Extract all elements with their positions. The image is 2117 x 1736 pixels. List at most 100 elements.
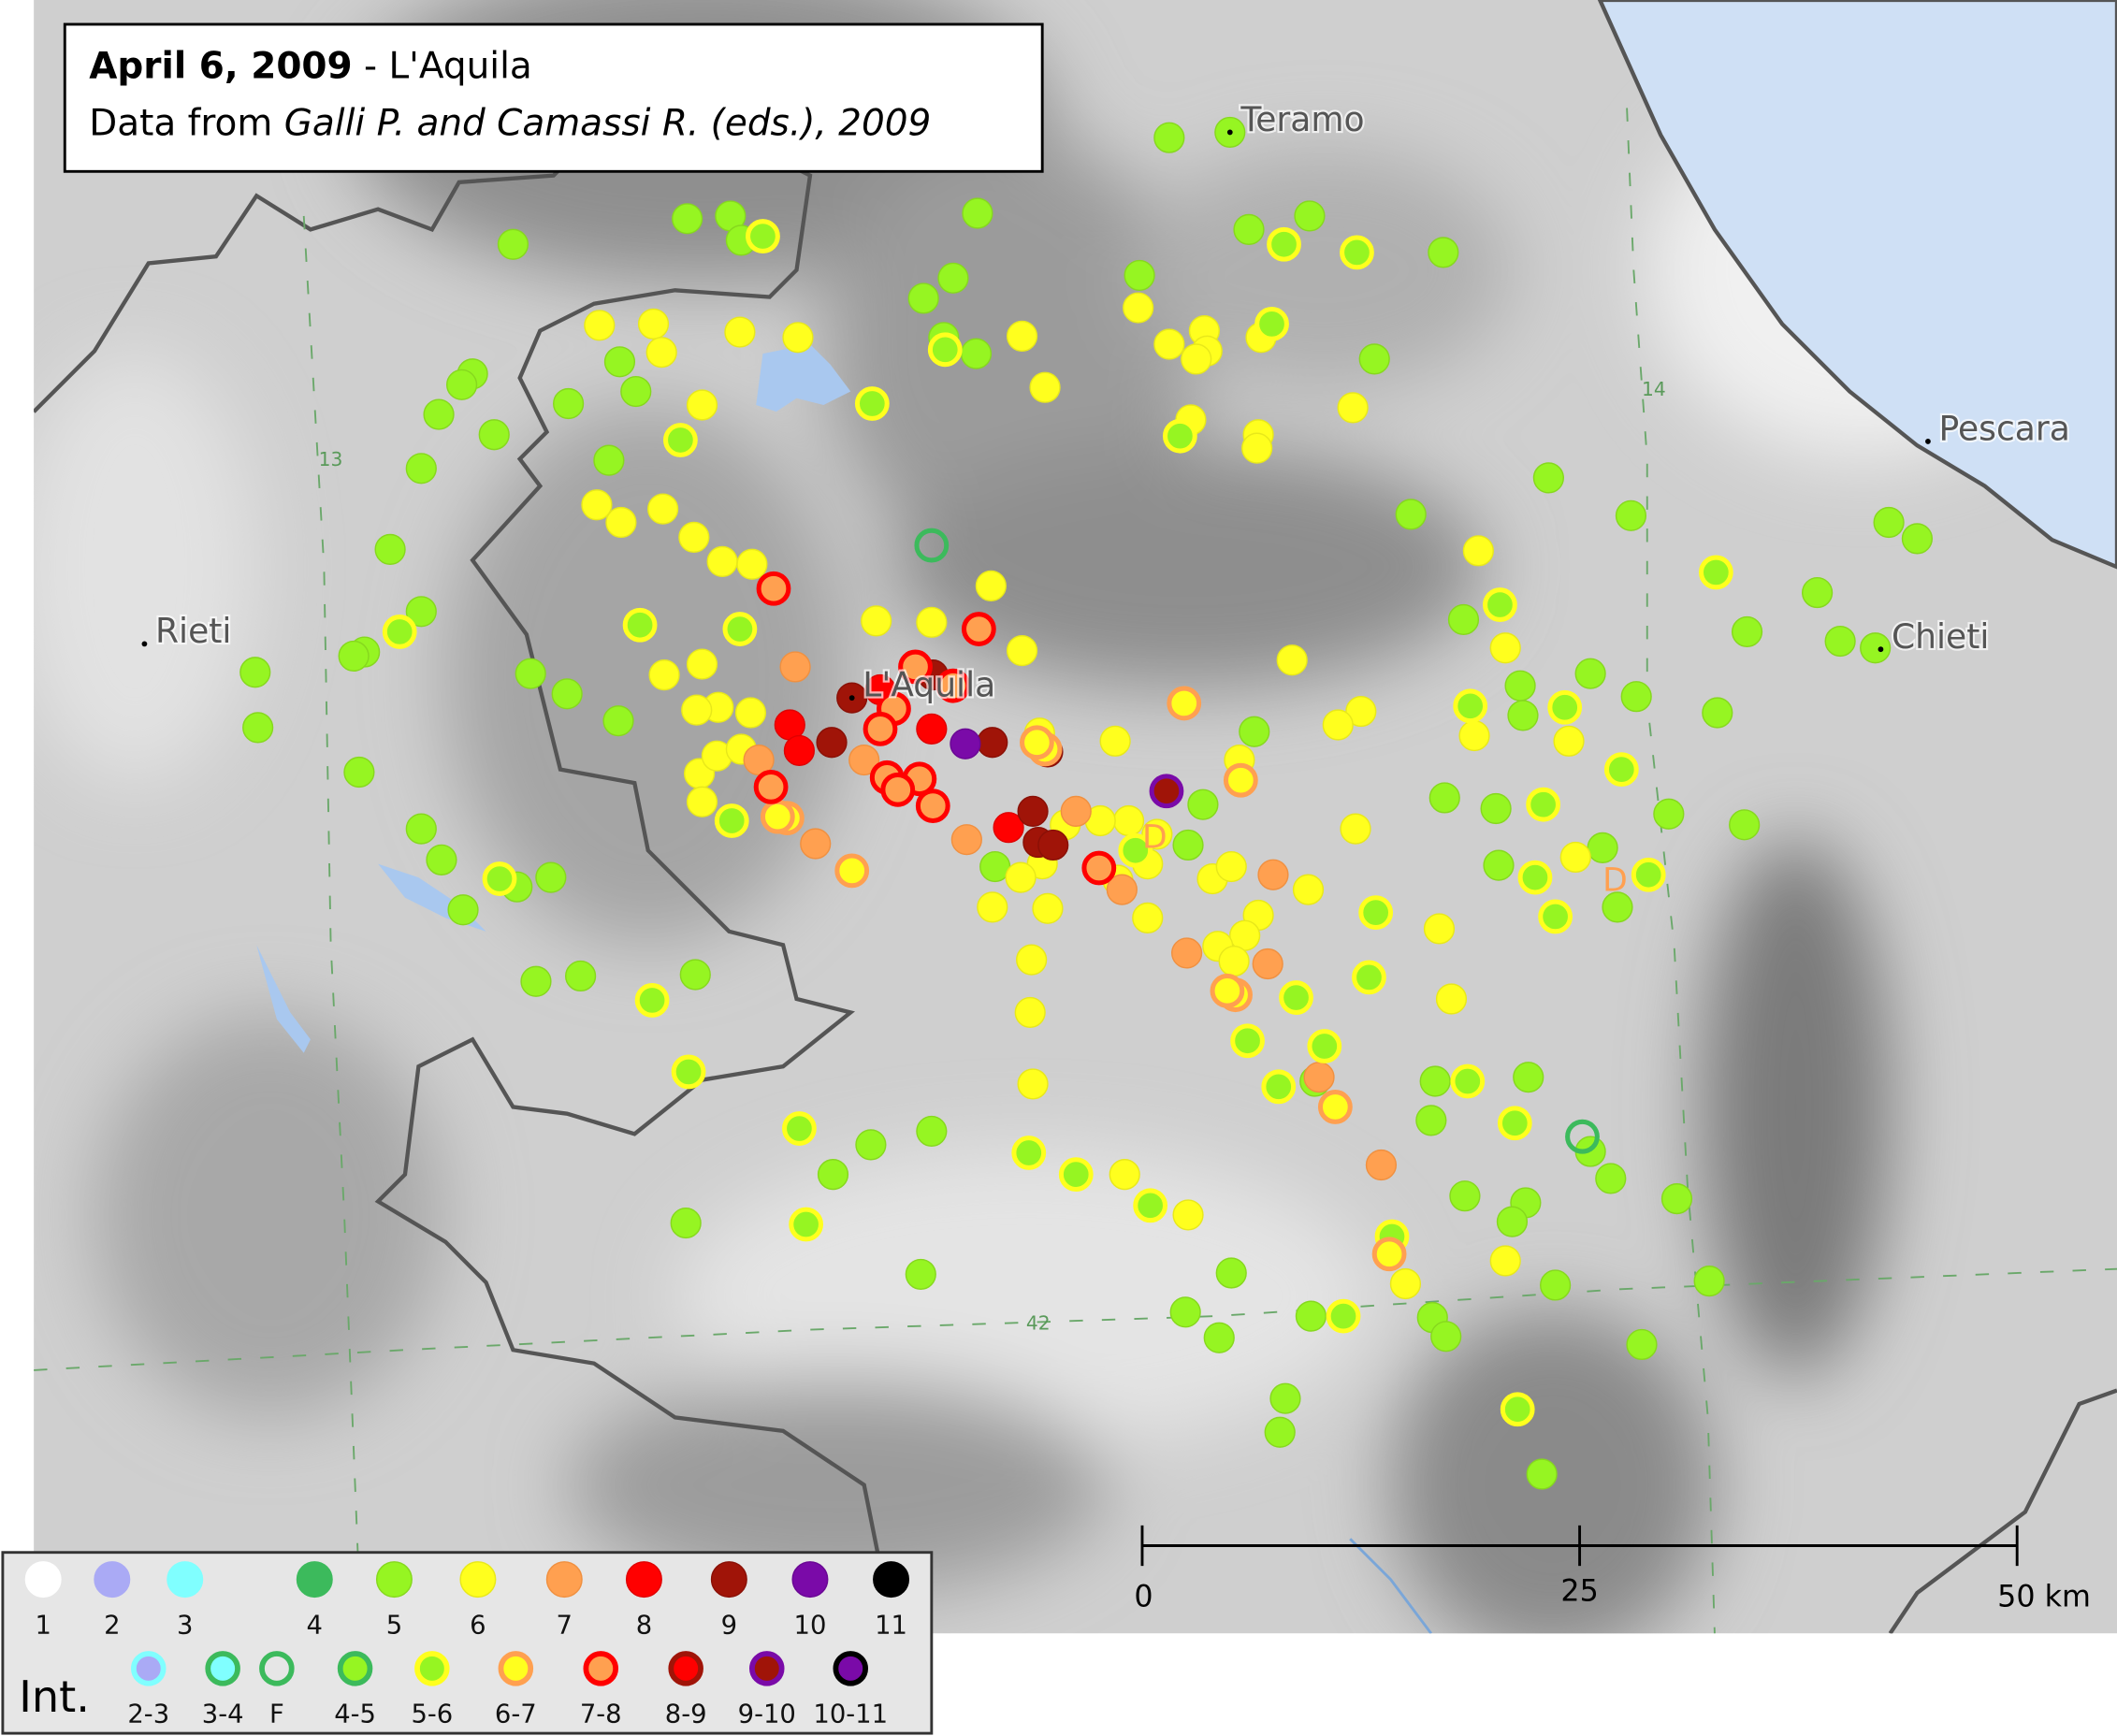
intensity-point bbox=[405, 453, 437, 485]
intensity-point bbox=[1620, 681, 1652, 713]
intensity-point bbox=[405, 813, 437, 845]
intensity-point bbox=[800, 828, 832, 860]
intensity-point bbox=[1428, 237, 1459, 268]
intensity-point bbox=[515, 658, 546, 689]
intensity-point bbox=[950, 728, 981, 760]
intensity-point bbox=[564, 960, 597, 992]
intensity-point bbox=[1167, 686, 1202, 721]
intensity-point bbox=[1203, 1322, 1235, 1353]
intensity-point bbox=[855, 1129, 887, 1161]
intensity-point bbox=[1540, 1269, 1572, 1301]
intensity-point bbox=[1483, 849, 1515, 881]
intensity-point bbox=[686, 389, 718, 421]
city-dot bbox=[1925, 439, 1931, 444]
intensity-point bbox=[1553, 725, 1585, 757]
legend-swatch bbox=[833, 1651, 869, 1686]
intensity-point bbox=[1257, 859, 1289, 890]
intensity-point bbox=[1340, 235, 1374, 270]
intensity-point bbox=[714, 803, 749, 838]
intensity-point bbox=[603, 346, 636, 378]
intensity-point bbox=[1901, 523, 1933, 555]
intensity-point bbox=[760, 799, 795, 834]
intensity-point bbox=[593, 444, 625, 476]
intensity-point bbox=[1215, 1257, 1247, 1289]
legend-label: 11 bbox=[875, 1611, 907, 1640]
legend-label: 8-9 bbox=[665, 1700, 707, 1729]
intensity-point bbox=[789, 1207, 824, 1242]
title: April 6, 2009 - L'Aquila bbox=[89, 46, 532, 88]
intensity-point bbox=[1731, 615, 1763, 648]
intensity-point bbox=[1294, 200, 1326, 232]
title-date: April 6, 2009 bbox=[89, 46, 352, 88]
intensity-point bbox=[834, 853, 870, 889]
intensity-point bbox=[1631, 857, 1666, 892]
intensity-point bbox=[1132, 902, 1164, 933]
legend-swatch bbox=[94, 1561, 131, 1599]
legend-label: F bbox=[269, 1700, 284, 1729]
legend-label: 3 bbox=[177, 1611, 193, 1640]
legend-swatch bbox=[167, 1561, 204, 1599]
intensity-point bbox=[478, 419, 510, 451]
legend-swatch bbox=[498, 1651, 534, 1686]
intensity-point bbox=[1153, 122, 1185, 153]
intensity-point bbox=[1547, 689, 1583, 725]
intensity-point bbox=[1109, 1159, 1140, 1191]
legend-label: 9-10 bbox=[738, 1700, 796, 1729]
intensity-point bbox=[779, 651, 811, 683]
intensity-point bbox=[1307, 1029, 1342, 1063]
intensity-point bbox=[1005, 861, 1037, 893]
intensity-point bbox=[905, 1258, 936, 1291]
intensity-point bbox=[1626, 1328, 1658, 1361]
legend-swatch bbox=[625, 1561, 662, 1599]
source: Data from Galli P. and Camassi R. (eds.)… bbox=[89, 102, 931, 144]
intensity-point bbox=[1513, 1062, 1544, 1093]
intensity-point bbox=[1014, 996, 1046, 1029]
intensity-point bbox=[1653, 798, 1685, 830]
intensity-point bbox=[551, 678, 583, 710]
legend-label: 4-5 bbox=[334, 1700, 376, 1729]
intensity-point bbox=[1873, 506, 1905, 539]
legend-swatch bbox=[375, 1561, 413, 1599]
intensity-point bbox=[1118, 832, 1153, 868]
city-label: Chieti bbox=[1892, 617, 1989, 657]
intensity-point bbox=[724, 316, 756, 348]
intensity-point bbox=[1532, 462, 1564, 494]
grid-label: 14 bbox=[1642, 378, 1666, 400]
intensity-point bbox=[1428, 782, 1460, 814]
intensity-point bbox=[756, 571, 791, 606]
intensity-point bbox=[1017, 795, 1049, 827]
intensity-point bbox=[736, 548, 768, 580]
intensity-point bbox=[1340, 813, 1371, 845]
title-box bbox=[63, 22, 1044, 173]
intensity-point bbox=[1006, 635, 1038, 667]
intensity-point bbox=[1559, 841, 1591, 874]
intensity-point bbox=[1430, 1321, 1462, 1353]
intensity-point bbox=[1032, 892, 1064, 924]
intensity-point bbox=[1395, 499, 1427, 530]
source-ref: Galli P. and Camassi R. (eds.), 2009 bbox=[284, 102, 932, 144]
intensity-point bbox=[678, 521, 710, 554]
legend-label: 2 bbox=[104, 1611, 120, 1640]
intensity-point bbox=[482, 861, 517, 896]
intensity-point bbox=[343, 756, 375, 788]
legend-swatch bbox=[414, 1651, 450, 1686]
intensity-point bbox=[1037, 829, 1069, 861]
intensity-point bbox=[722, 612, 758, 646]
legend-label: 4 bbox=[307, 1611, 323, 1640]
city-dot bbox=[1226, 129, 1233, 136]
intensity-point bbox=[1241, 432, 1273, 464]
intensity-point bbox=[1483, 587, 1517, 622]
intensity-point bbox=[1337, 392, 1369, 424]
intensity-point bbox=[916, 713, 948, 745]
intensity-point bbox=[1017, 1068, 1049, 1100]
intensity-point bbox=[1358, 343, 1390, 375]
legend-label: 9 bbox=[721, 1611, 737, 1640]
intensity-point bbox=[242, 712, 274, 744]
intensity-point bbox=[898, 649, 933, 685]
intensity-point bbox=[1504, 670, 1536, 702]
grid-label: 13 bbox=[319, 448, 343, 470]
intensity-point bbox=[637, 308, 670, 340]
intensity-point bbox=[1233, 213, 1265, 245]
intensity-point bbox=[907, 282, 939, 314]
